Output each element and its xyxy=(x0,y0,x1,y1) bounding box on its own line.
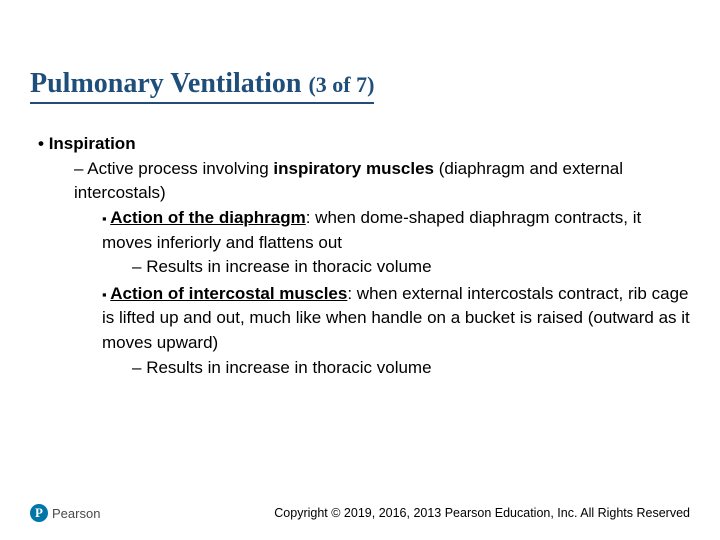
bullet-list-lvl1: Inspiration Active process involving ins… xyxy=(30,132,690,380)
title-sub: (3 of 7) xyxy=(308,72,374,97)
title-main: Pulmonary Ventilation xyxy=(30,68,308,99)
bullet-lvl3b: Action of intercostal muscles: when exte… xyxy=(102,282,690,381)
lvl4b-text: Results in increase in thoracic volume xyxy=(146,358,431,377)
lvl2-bold: inspiratory muscles xyxy=(273,159,434,178)
bullet-lvl4b: Results in increase in thoracic volume xyxy=(132,356,690,381)
logo-letter: P xyxy=(35,505,43,521)
pearson-logo: P Pearson xyxy=(30,504,100,522)
bullet-lvl4a: Results in increase in thoracic volume xyxy=(132,255,690,280)
slide-title: Pulmonary Ventilation (3 of 7) xyxy=(30,68,374,104)
bullet-list-lvl4a: Results in increase in thoracic volume xyxy=(102,255,690,280)
bullet-lvl1: Inspiration Active process involving ins… xyxy=(38,132,690,380)
bullet-list-lvl4b: Results in increase in thoracic volume xyxy=(102,356,690,381)
bullet-list-lvl3: Action of the diaphragm: when dome-shape… xyxy=(74,206,690,380)
footer: P Pearson Copyright © 2019, 2016, 2013 P… xyxy=(30,504,690,522)
bullet-lvl2: Active process involving inspiratory mus… xyxy=(74,157,690,381)
bullet-lvl3a: Action of the diaphragm: when dome-shape… xyxy=(102,206,690,280)
pearson-logo-text: Pearson xyxy=(52,506,100,521)
lvl3b-label: Action of intercostal muscles xyxy=(110,284,347,303)
bullet-lvl1-text: Inspiration xyxy=(49,134,136,153)
slide: Pulmonary Ventilation (3 of 7) Inspirati… xyxy=(0,0,720,540)
lvl3a-label: Action of the diaphragm xyxy=(110,208,306,227)
copyright-text: Copyright © 2019, 2016, 2013 Pearson Edu… xyxy=(274,506,690,520)
lvl4a-text: Results in increase in thoracic volume xyxy=(146,257,431,276)
bullet-list-lvl2: Active process involving inspiratory mus… xyxy=(38,157,690,381)
pearson-logo-icon: P xyxy=(30,504,48,522)
lvl2-pre: Active process involving xyxy=(87,159,273,178)
